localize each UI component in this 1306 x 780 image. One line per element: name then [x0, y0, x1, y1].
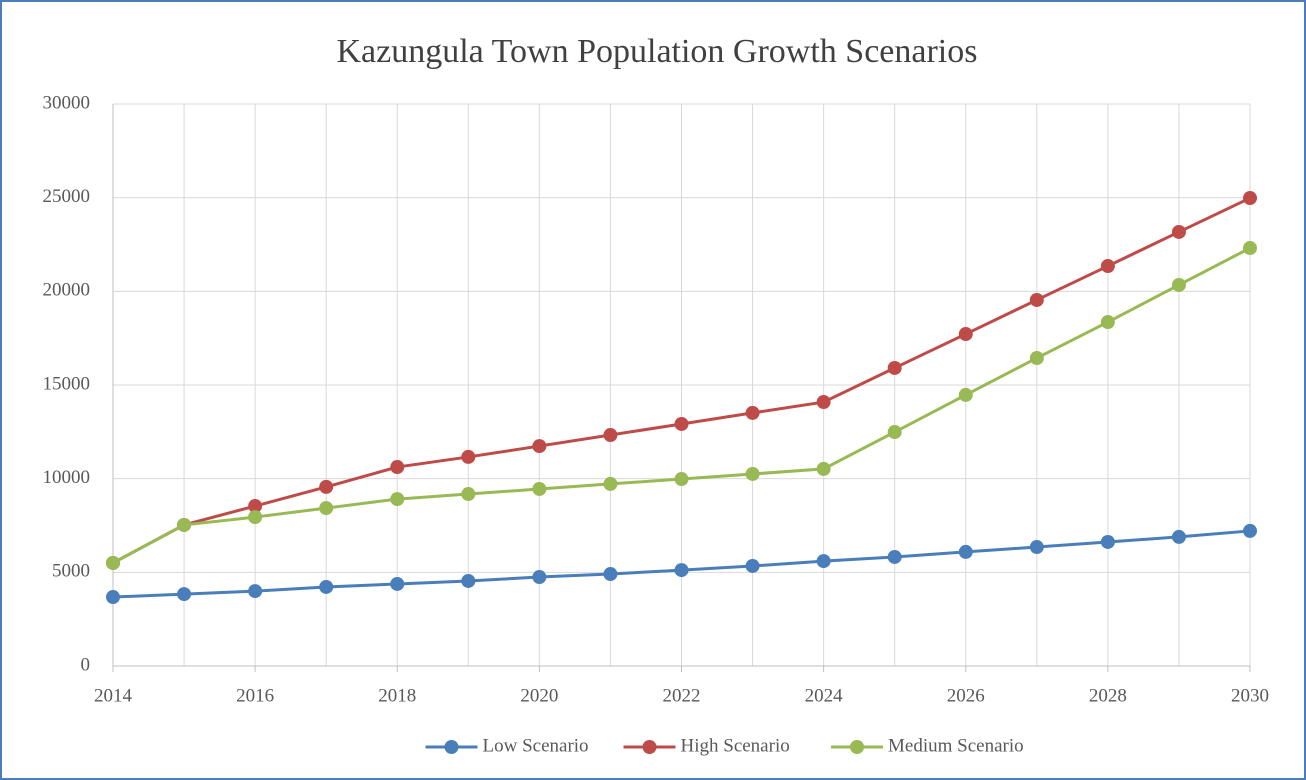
- x-tick-label: 2028: [1089, 685, 1127, 706]
- data-point: [248, 510, 263, 525]
- data-point: [674, 563, 689, 578]
- data-point: [603, 428, 618, 443]
- data-point: [816, 554, 831, 569]
- data-point: [1100, 534, 1115, 549]
- data-point: [106, 590, 120, 605]
- data-point: [1243, 523, 1257, 538]
- data-point: [461, 573, 476, 588]
- legend-label: High Scenario: [681, 735, 790, 756]
- data-point: [1029, 351, 1044, 366]
- data-point: [1243, 191, 1257, 206]
- data-point: [319, 479, 334, 494]
- data-point: [248, 584, 263, 599]
- x-tick-label: 2030: [1231, 685, 1269, 706]
- data-point: [1171, 277, 1186, 292]
- data-point: [958, 544, 973, 559]
- y-tick-label: 5000: [52, 561, 90, 582]
- data-point: [1171, 529, 1186, 544]
- data-point: [603, 567, 618, 582]
- data-point: [674, 416, 689, 431]
- x-tick-label: 2020: [520, 685, 558, 706]
- y-tick-label: 15000: [43, 373, 91, 394]
- y-tick-label: 0: [81, 654, 91, 675]
- data-point: [461, 449, 476, 464]
- y-tick-label: 30000: [43, 92, 91, 113]
- data-point: [958, 387, 973, 402]
- chart-title: Kazungula Town Population Growth Scenari…: [336, 33, 977, 70]
- data-point: [887, 549, 902, 564]
- data-point: [532, 481, 547, 496]
- data-point: [745, 405, 760, 420]
- data-point: [1171, 224, 1186, 239]
- data-point: [390, 460, 405, 475]
- legend-label: Medium Scenario: [888, 735, 1024, 756]
- legend-marker: [642, 740, 657, 754]
- data-point: [1029, 540, 1044, 555]
- data-point: [390, 492, 405, 507]
- data-point: [1243, 241, 1257, 256]
- data-point: [958, 327, 973, 342]
- legend-marker: [444, 740, 459, 754]
- data-point: [816, 461, 831, 476]
- data-point: [461, 487, 476, 502]
- data-point: [674, 472, 689, 487]
- data-point: [319, 501, 334, 516]
- x-tick-label: 2018: [378, 685, 416, 706]
- y-tick-label: 25000: [43, 186, 91, 207]
- data-point: [532, 439, 547, 454]
- data-point: [532, 570, 547, 585]
- data-point: [177, 587, 192, 602]
- data-point: [603, 476, 618, 491]
- legend-marker: [850, 740, 864, 754]
- data-point: [887, 360, 902, 375]
- data-point: [1029, 292, 1044, 307]
- data-point: [177, 517, 192, 532]
- x-tick-label: 2016: [236, 685, 274, 706]
- data-point: [887, 425, 902, 440]
- data-point: [745, 558, 760, 573]
- data-point: [1100, 259, 1115, 274]
- data-point: [1100, 315, 1115, 330]
- legend-label: Low Scenario: [483, 735, 589, 756]
- y-tick-label: 10000: [43, 467, 91, 488]
- data-point: [248, 499, 263, 514]
- y-tick-label: 20000: [43, 280, 91, 301]
- data-point: [319, 579, 334, 594]
- x-tick-label: 2026: [947, 685, 985, 706]
- x-tick-label: 2024: [805, 685, 844, 706]
- data-point: [816, 395, 831, 410]
- x-tick-label: 2014: [94, 685, 133, 706]
- data-point: [106, 555, 120, 570]
- x-tick-label: 2022: [663, 685, 701, 706]
- data-point: [745, 466, 760, 481]
- data-point: [390, 576, 405, 591]
